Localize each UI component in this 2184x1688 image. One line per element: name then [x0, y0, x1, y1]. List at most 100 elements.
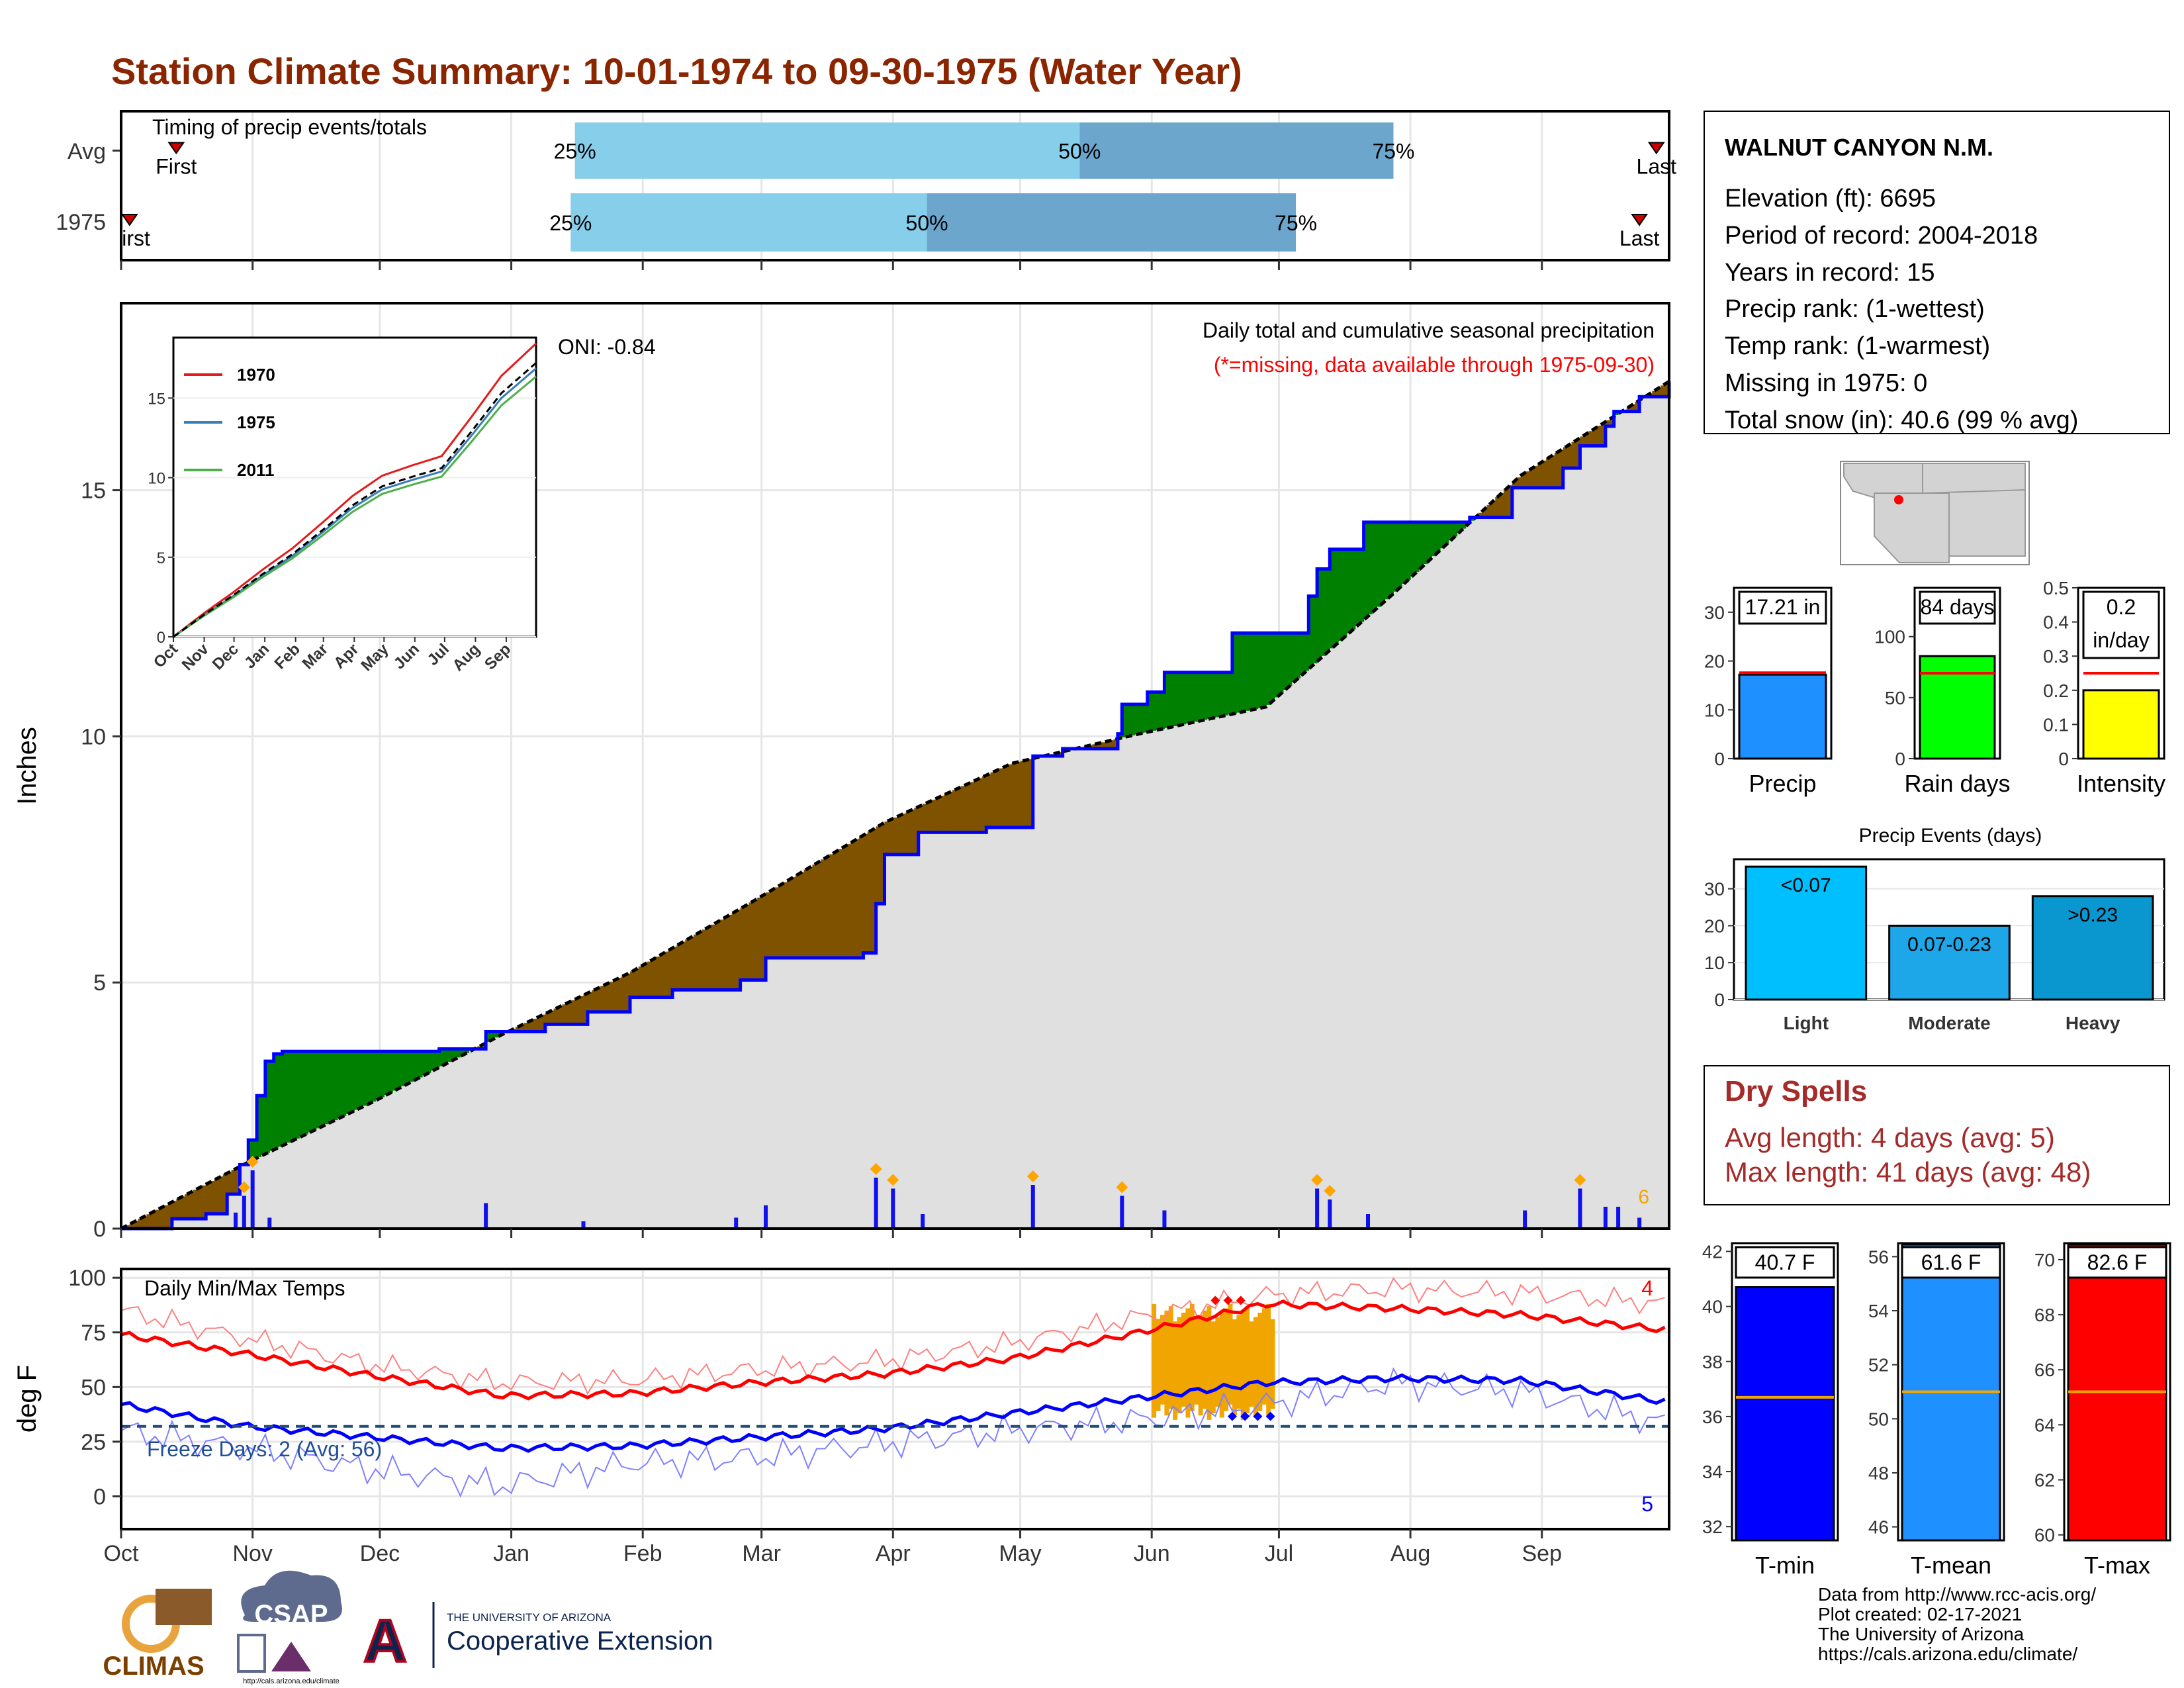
below-average-fill [736, 910, 741, 990]
quartile-bar-25-50 [570, 193, 927, 252]
dry-spells-frame [1704, 1065, 2170, 1205]
below-average-fill [1101, 742, 1106, 749]
month-label: Jul [1265, 1541, 1293, 1566]
below-average-fill [791, 877, 796, 959]
tmin-average-line [120, 1373, 1666, 1453]
missing-note: (*=missing, data available through 1975-… [1214, 353, 1655, 377]
quartile-25-label: 25% [549, 211, 592, 235]
above-average-fill [1152, 692, 1157, 731]
precip-events-chart: Precip Events (days) 0 10 20 30 <0.07 Light 0.… [1704, 825, 2165, 1033]
above-average-fill [1448, 522, 1453, 541]
precip-subtitle: Daily total and cumulative seasonal prec… [1203, 318, 1655, 342]
above-average-fill [1418, 522, 1424, 569]
heavy-event-diamond [1324, 1185, 1336, 1197]
below-average-fill [608, 982, 614, 1012]
ua-big-text: Cooperative Extension [447, 1626, 713, 1656]
temp-bar-y-tick-label: 70 [2034, 1250, 2055, 1270]
dry-spells-title: Dry Spells [1725, 1075, 1867, 1107]
warm-anomaly-bar [1253, 1317, 1258, 1418]
above-average-fill [1410, 522, 1416, 576]
precip-y-label: Inches [13, 727, 42, 805]
temp-bar-y-tick-label: 62 [2034, 1470, 2055, 1491]
last-event-label: Last [1637, 155, 1677, 179]
below-average-fill [757, 897, 762, 980]
above-average-fill [486, 1031, 491, 1042]
above-average-fill [1355, 549, 1360, 626]
daily-precip-bar [234, 1212, 238, 1229]
below-average-fill [770, 890, 775, 959]
mini-value-label: 17.21 in [1745, 595, 1821, 619]
above-average-fill [1261, 633, 1267, 708]
above-average-fill [273, 1054, 279, 1149]
oni-label: ONI: -0.84 [558, 335, 656, 359]
below-average-fill [231, 1170, 236, 1194]
timing-label: Timing of precip events/totals [152, 115, 427, 139]
first-event-marker [167, 142, 185, 155]
dry-spells-max: Max length: 41 days (avg: 48) [1725, 1156, 2091, 1188]
last-event-label: Last [1619, 226, 1660, 250]
below-average-fill [1626, 406, 1631, 412]
month-label: Mar [742, 1541, 781, 1566]
quartile-bar-50-75 [927, 193, 1297, 252]
below-average-fill [549, 1010, 555, 1025]
inset-average-line [173, 362, 537, 638]
below-average-fill [812, 864, 817, 959]
temperature-bar-charts: 32 34 36 38 40 42 40.7 F T-min 46 48 50 52 54 56 61.6 … [1702, 1241, 2171, 1579]
above-average-fill [1185, 672, 1191, 724]
temp-panel-label: Daily Min/Max Temps [144, 1276, 345, 1300]
warm-anomaly-bar [1232, 1319, 1237, 1416]
above-average-fill [1317, 569, 1322, 660]
below-average-fill [1478, 512, 1483, 518]
events-y-tick-label: 30 [1704, 879, 1725, 900]
dry-spells-avg: Avg length: 4 days (avg: 5) [1725, 1122, 2055, 1153]
daily-precip-bar [267, 1217, 272, 1229]
above-average-fill [396, 1051, 402, 1089]
below-average-fill [1512, 481, 1517, 488]
above-average-fill [1414, 522, 1420, 573]
precip-y-tick-label: 10 [81, 724, 106, 749]
tmin-record-count: 5 [1641, 1492, 1653, 1516]
below-average-fill [774, 887, 779, 959]
above-average-fill [1321, 569, 1326, 656]
above-average-fill [324, 1051, 330, 1125]
below-average-fill [515, 1027, 520, 1032]
below-average-fill [740, 907, 745, 980]
mini-y-tick-label: 50 [1885, 688, 1905, 708]
below-average-fill [787, 879, 792, 959]
temp-content [120, 1277, 1669, 1498]
above-average-fill [299, 1051, 304, 1137]
below-average-fill [821, 859, 826, 959]
station-snow: Total snow (in): 40.6 (99 % avg) [1725, 406, 2078, 434]
below-average-fill [617, 978, 622, 1012]
heavy-event-diamond [238, 1181, 250, 1194]
average-cumulative-fill [121, 381, 1669, 1229]
above-average-fill [1397, 522, 1402, 588]
temp-bar-y-tick-label: 54 [1868, 1301, 1889, 1321]
record-high-marker [1236, 1295, 1246, 1305]
above-average-fill [400, 1051, 406, 1086]
below-average-fill [596, 988, 601, 1012]
warm-anomaly-bar [1270, 1319, 1275, 1409]
csap-logo-text: CSAP [254, 1600, 328, 1629]
above-average-fill [1232, 633, 1237, 714]
heavy-event-diamond [1311, 1174, 1324, 1186]
below-average-fill [1664, 383, 1670, 397]
last-event-marker [1647, 142, 1665, 155]
events-category-label: Light [1784, 1013, 1829, 1033]
above-average-fill [1198, 672, 1203, 721]
above-average-fill [1461, 522, 1467, 529]
warm-anomaly-bar [1181, 1313, 1186, 1407]
below-average-fill [752, 900, 758, 980]
below-average-fill [185, 1194, 190, 1219]
above-average-fill [1453, 522, 1458, 537]
above-average-fill [367, 1051, 372, 1104]
below-average-fill [1516, 477, 1522, 488]
inset-series-line [173, 375, 537, 638]
csap-mountain-icon [271, 1642, 311, 1671]
mini-value-label: 84 days [1920, 595, 1994, 619]
below-average-fill [723, 917, 728, 990]
warm-anomaly-bar [1215, 1317, 1220, 1407]
heavy-event-diamond [870, 1163, 882, 1175]
below-average-fill [176, 1198, 181, 1219]
month-label: Sep [1522, 1541, 1563, 1566]
